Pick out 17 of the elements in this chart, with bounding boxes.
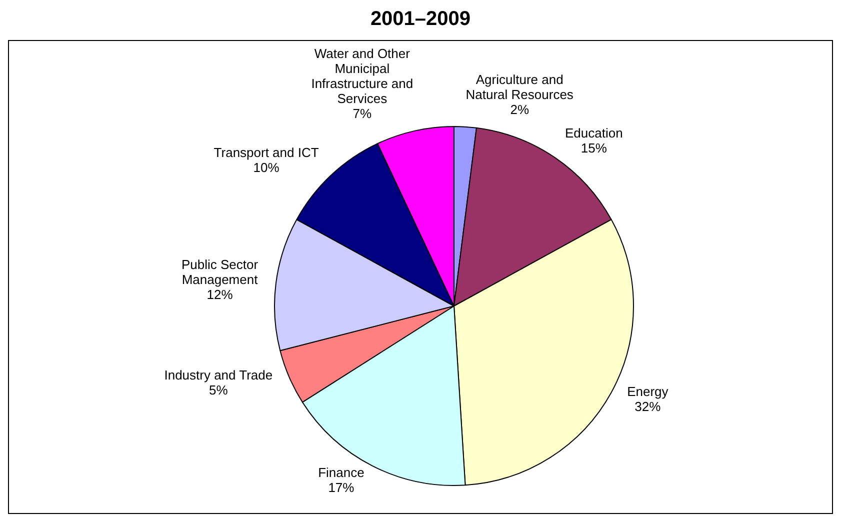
data-label: 2% [510,102,530,117]
data-label: 12% [206,286,234,302]
slice-label: Energy [627,384,669,400]
data-label: 15% [580,140,608,156]
slice-label: Public Sector Management [181,256,259,287]
data-label: 5% [209,382,228,398]
slice-label: Transport and ICT [214,145,319,160]
data-label: 32% [634,399,662,414]
slice-label: Education [565,126,623,141]
slice-label: Industry and Trade [164,368,273,383]
slice-label: Finance [318,465,364,480]
slice-label: Water and Other Municipal Infrastructure and Services [311,46,414,106]
data-label: 7% [352,106,372,122]
data-label: 10% [253,160,280,176]
chart-title: 2001–2009 [369,8,472,31]
slice-label: Agriculture and Natural Resources [466,72,574,102]
data-label: 17% [328,480,355,496]
